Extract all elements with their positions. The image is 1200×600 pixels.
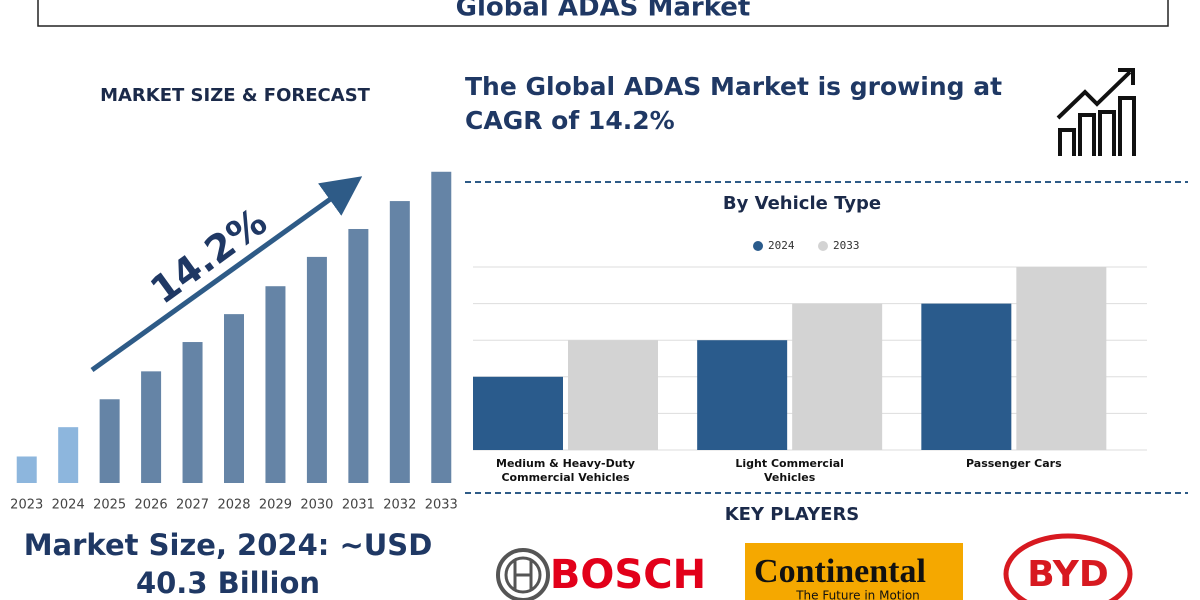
bar — [1016, 267, 1107, 450]
x-tick-label: Light Commercial Vehicles — [735, 457, 844, 484]
bar — [921, 303, 1012, 450]
key-players-title: KEY PLAYERS — [725, 504, 860, 525]
legend-marker — [818, 241, 828, 251]
bar — [389, 201, 410, 484]
x-tick-label: 2030 — [300, 498, 333, 513]
bar — [265, 286, 286, 483]
chart-title: MARKET SIZE & FORECAST — [100, 85, 371, 106]
continental-logo: Continental The Future in Motion — [745, 543, 963, 600]
legend-marker — [753, 241, 763, 251]
x-tick-label: 2024 — [52, 498, 85, 513]
x-tick-label: 2023 — [10, 498, 43, 513]
logo-text: Continental — [754, 553, 926, 590]
cagr-text: The Global ADAS Market is growing at CAG… — [465, 72, 1003, 135]
x-tick-label: 2026 — [135, 498, 168, 513]
byd-logo: BYD — [1003, 533, 1133, 600]
logo-text: BOSCH — [550, 552, 706, 598]
bar — [348, 228, 369, 483]
bar — [58, 427, 79, 483]
bar — [473, 376, 563, 450]
bar — [306, 256, 327, 483]
bar — [792, 303, 883, 450]
bar — [431, 171, 452, 483]
bar — [697, 340, 788, 450]
bar — [99, 399, 120, 483]
x-tick-label: 2031 — [342, 498, 375, 513]
title-box — [37, 0, 1169, 27]
legend-label: 2033 — [833, 239, 860, 252]
x-tick-label: 2032 — [383, 498, 416, 513]
chart-title: By Vehicle Type — [723, 193, 881, 214]
legend-label: 2024 — [768, 239, 795, 252]
logo-text: BYD — [1027, 554, 1108, 595]
growth-arrow — [90, 176, 363, 373]
logo-tagline: The Future in Motion — [795, 589, 920, 600]
x-tick-label: 2028 — [217, 498, 250, 513]
page-title: Global ADAS Market — [456, 0, 751, 23]
x-tick-label: 2029 — [259, 498, 292, 513]
bar — [141, 371, 162, 483]
x-tick-label: 2027 — [176, 498, 209, 513]
bosch-logo: BOSCH — [496, 548, 706, 600]
bar — [16, 456, 37, 483]
bar — [182, 342, 203, 483]
growth-icon — [1056, 68, 1136, 156]
x-tick-label: 2033 — [425, 498, 458, 513]
x-tick-label: Medium & Heavy-Duty Commercial Vehicles — [496, 457, 635, 484]
x-tick-label: Passenger Cars — [966, 457, 1062, 470]
bar — [224, 314, 244, 483]
market-size: Market Size, 2024: ~USD 40.3 Billion — [23, 528, 433, 600]
x-tick-label: 2025 — [93, 498, 126, 513]
bar — [568, 340, 658, 450]
